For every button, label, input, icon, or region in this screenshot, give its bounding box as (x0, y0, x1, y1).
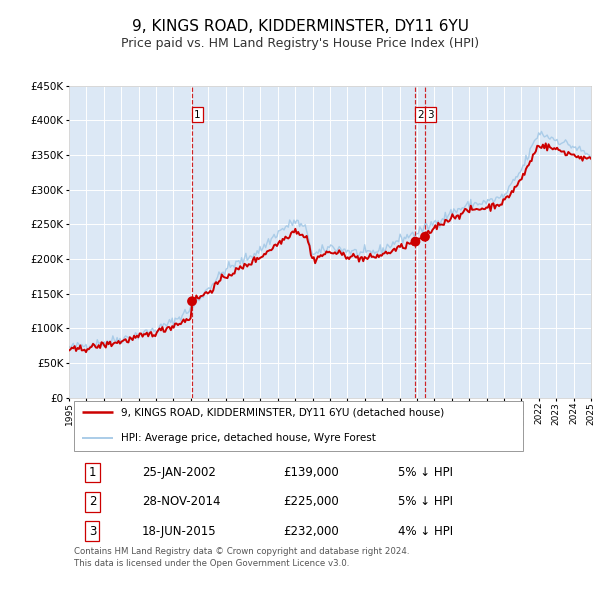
Text: 28-NOV-2014: 28-NOV-2014 (142, 495, 221, 508)
Text: 25-JAN-2002: 25-JAN-2002 (142, 466, 216, 479)
Text: 5% ↓ HPI: 5% ↓ HPI (398, 466, 453, 479)
Text: Contains HM Land Registry data © Crown copyright and database right 2024.
This d: Contains HM Land Registry data © Crown c… (74, 547, 410, 568)
Text: 18-JUN-2015: 18-JUN-2015 (142, 525, 217, 537)
Text: 1: 1 (194, 110, 201, 120)
Text: 4% ↓ HPI: 4% ↓ HPI (398, 525, 453, 537)
Text: 9, KINGS ROAD, KIDDERMINSTER, DY11 6YU (detached house): 9, KINGS ROAD, KIDDERMINSTER, DY11 6YU (… (121, 407, 445, 417)
Text: £225,000: £225,000 (283, 495, 339, 508)
Text: 9, KINGS ROAD, KIDDERMINSTER, DY11 6YU: 9, KINGS ROAD, KIDDERMINSTER, DY11 6YU (131, 19, 469, 34)
Text: £232,000: £232,000 (283, 525, 339, 537)
Text: HPI: Average price, detached house, Wyre Forest: HPI: Average price, detached house, Wyre… (121, 433, 376, 443)
Text: 3: 3 (89, 525, 96, 537)
Point (420, 232, 430, 241)
Point (187, 297, 197, 306)
Text: 5% ↓ HPI: 5% ↓ HPI (398, 495, 453, 508)
FancyBboxPatch shape (74, 401, 523, 451)
Text: 2: 2 (418, 110, 424, 120)
Text: 3: 3 (427, 110, 434, 120)
Text: £139,000: £139,000 (283, 466, 339, 479)
Text: 2: 2 (89, 495, 96, 508)
Point (410, 237, 420, 247)
Text: 1: 1 (89, 466, 96, 479)
Text: Price paid vs. HM Land Registry's House Price Index (HPI): Price paid vs. HM Land Registry's House … (121, 37, 479, 50)
